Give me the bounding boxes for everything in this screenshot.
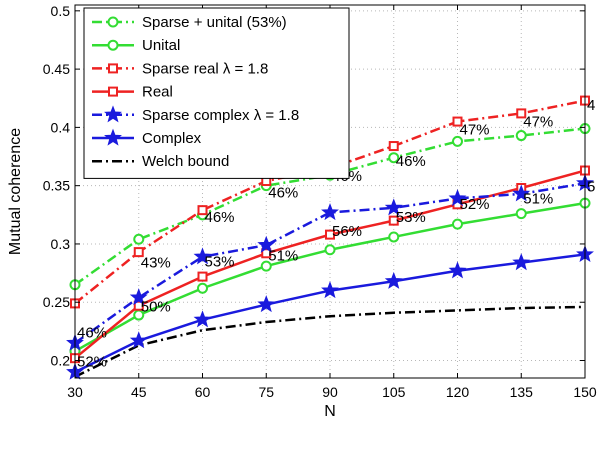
percentage-annotations: 52%46%50%43%53%46%51%46%56%46%53%46%52%4…	[77, 97, 595, 370]
data-point	[515, 208, 527, 220]
annotation-label: 43%	[141, 254, 171, 271]
data-point	[384, 271, 403, 289]
data-point	[133, 300, 144, 311]
legend-marker	[108, 63, 118, 74]
data-point	[133, 233, 145, 245]
annotation-label: 56%	[332, 223, 362, 240]
data-point	[257, 235, 276, 253]
legend-marker	[104, 105, 122, 123]
data-point	[452, 135, 463, 147]
annotation-label: 52%	[77, 354, 107, 371]
legend-marker	[107, 39, 119, 51]
data-point	[193, 310, 212, 328]
series-line-4	[74, 182, 586, 345]
annotation-label: 47%	[460, 122, 490, 139]
data-point	[516, 108, 527, 119]
data-point	[197, 205, 208, 216]
y-tick-label: 0.35	[43, 178, 70, 194]
data-point	[129, 288, 148, 306]
legend-entry-label: Real	[142, 84, 173, 101]
annotation-label: 53%	[205, 253, 235, 270]
data-point	[388, 215, 399, 226]
legend: Sparse + unital (53%) Unital Sparse real λ…	[83, 7, 350, 179]
y-tick-label: 0.2	[51, 353, 71, 369]
legend-marker	[107, 16, 119, 28]
x-tick-label: 150	[573, 384, 597, 400]
annotation-label: 50%	[141, 299, 171, 316]
data-point	[384, 198, 403, 216]
x-tick-label: 75	[258, 384, 274, 400]
x-tick-label: 90	[322, 384, 338, 400]
annotation-label: 46%	[77, 324, 107, 341]
data-point	[133, 247, 144, 258]
x-tick-label: 135	[510, 384, 534, 400]
x-tick-label: 45	[131, 384, 147, 400]
data-point	[321, 203, 339, 221]
legend-entry-label: Unital	[142, 37, 180, 54]
series-line-6	[74, 305, 586, 378]
legend-box	[83, 7, 350, 179]
legend-entry-label: Sparse complex λ = 1.8	[142, 107, 299, 124]
annotation-label: 5	[587, 179, 595, 196]
annotation-label: 51%	[268, 247, 298, 264]
annotation-label: 46%	[396, 153, 426, 170]
x-tick-label: 105	[382, 384, 406, 400]
data-point	[260, 260, 272, 272]
data-point	[257, 295, 276, 313]
data-point	[197, 271, 208, 282]
data-point	[324, 244, 336, 256]
data-point	[448, 189, 467, 207]
legend-marker	[104, 128, 122, 146]
annotation-label: 51%	[523, 190, 553, 207]
data-point	[452, 218, 463, 230]
annotation-label: 46%	[268, 185, 298, 202]
data-point	[388, 152, 400, 164]
y-tick-label: 0.3	[51, 236, 71, 252]
y-axis-title: Mutual coherence	[7, 128, 24, 255]
y-tick-label: 0.25	[43, 294, 70, 310]
legend-entry-label: Sparse real λ = 1.8	[142, 60, 268, 77]
annotation-label: 46%	[205, 209, 235, 226]
data-point	[388, 141, 399, 152]
x-tick-label: 120	[446, 384, 470, 400]
data-point	[452, 116, 463, 127]
annotation-label: 52%	[460, 196, 490, 213]
annotation-label: 53%	[396, 209, 426, 226]
data-point	[321, 281, 339, 299]
legend-marker	[108, 86, 118, 97]
x-tick-label: 30	[67, 384, 83, 400]
data-point	[448, 261, 467, 279]
legend-entry-label: Complex	[142, 130, 202, 147]
data-point	[193, 247, 212, 265]
data-point	[515, 130, 527, 142]
data-point	[129, 331, 148, 349]
series-line-2	[74, 99, 586, 305]
y-tick-label: 0.4	[51, 119, 71, 135]
data-point	[261, 248, 272, 259]
x-tick-label: 60	[195, 384, 211, 400]
data-point	[325, 229, 335, 240]
data-point	[512, 184, 531, 202]
legend-entry-label: Sparse + unital (53%)	[142, 14, 287, 31]
data-point	[512, 253, 531, 271]
annotation-label: 4	[587, 97, 595, 114]
legend-entry-label: Welch bound	[142, 153, 229, 170]
x-axis-title: N	[324, 403, 336, 420]
y-tick-label: 0.45	[43, 61, 70, 77]
annotation-label: 47%	[523, 113, 553, 130]
series-lines	[74, 99, 586, 378]
y-tick-label: 0.5	[51, 3, 71, 19]
axis-ticks: 30 45 60 75 90 105 120 135 1500.20.250.30.350.40…	[43, 3, 597, 400]
data-point	[197, 282, 208, 294]
data-point	[388, 231, 400, 243]
